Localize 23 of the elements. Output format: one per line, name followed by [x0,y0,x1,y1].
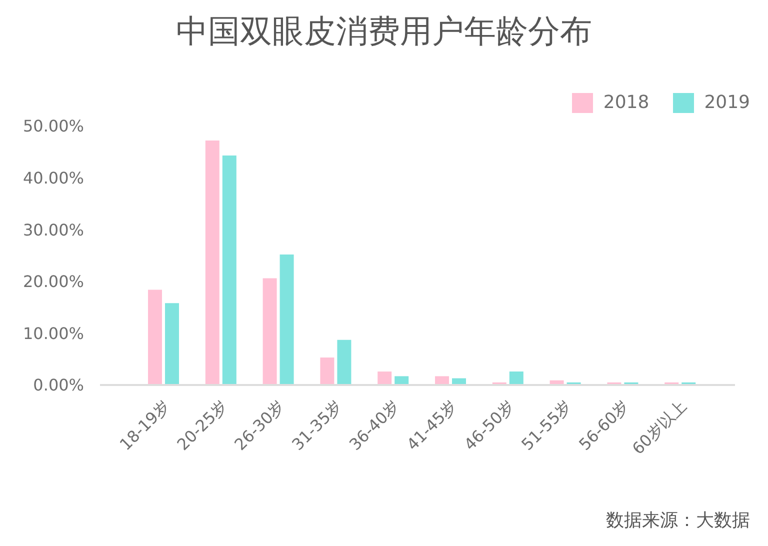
bar [148,290,162,385]
bar [378,372,392,385]
bar [165,303,179,385]
y-tick-label: 10.00% [22,324,84,343]
y-tick-label: 50.00% [22,116,84,136]
y-tick-label: 0.00% [33,376,84,395]
bar [222,156,236,385]
legend-label: 2019 [704,92,750,113]
source-note: 数据来源：大数据 [606,510,750,531]
bar [509,372,524,385]
bar [394,376,409,385]
chart-title: 中国双眼皮消费用户年龄分布 [176,12,592,50]
bar [262,278,277,385]
bar [205,140,220,385]
y-tick-label: 20.00% [22,272,84,292]
y-tick-label: 30.00% [22,220,84,240]
bar [320,358,334,385]
x-tick-label: 60岁以上 [628,396,690,458]
bar [280,254,294,385]
y-tick-label: 40.00% [22,168,84,188]
bar [435,376,449,385]
legend-label: 2018 [603,92,650,113]
bar [337,340,352,385]
